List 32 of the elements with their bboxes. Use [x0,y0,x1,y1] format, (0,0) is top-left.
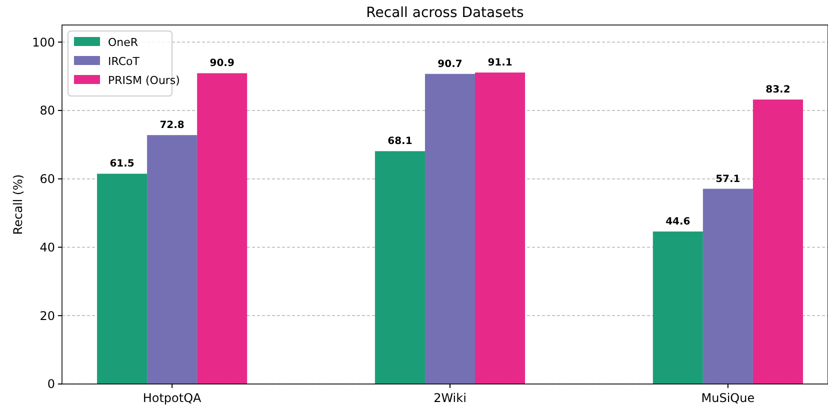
bar [652,232,703,384]
x-tick-label: HotpotQA [142,391,202,405]
data-label: 72.8 [160,120,184,132]
legend-label: IRCoT [108,54,140,68]
y-axis-title: Recall (%) [11,174,25,235]
bar [97,174,148,384]
bar [702,188,753,384]
bar [374,151,425,384]
data-label: 91.1 [488,58,512,69]
x-tick-label: 2Wiki [434,391,466,405]
legend-label: PRISM (Ours) [108,74,180,87]
data-label: 90.7 [438,58,462,70]
x-tick-label: MuSiQue [701,391,755,405]
bar [197,73,248,384]
y-tick-label: 0 [47,377,55,392]
bar [475,72,526,384]
y-tick-label: 60 [40,172,55,186]
bar [424,74,476,384]
bar [147,135,198,384]
data-label: 57.1 [716,174,740,185]
y-tick-label: 100 [32,35,55,50]
chart-title: Recall across Datasets [366,5,524,21]
legend-label: OneR [108,36,138,49]
data-label: 44.6 [666,216,690,228]
y-tick-label: 40 [40,240,55,254]
data-label: 83.2 [766,84,790,96]
data-label: 90.9 [210,58,234,70]
y-tick-label: 80 [40,104,55,118]
bar [752,100,803,384]
y-tick-label: 20 [40,308,55,323]
data-label: 68.1 [388,136,412,148]
data-label: 61.5 [110,158,134,170]
